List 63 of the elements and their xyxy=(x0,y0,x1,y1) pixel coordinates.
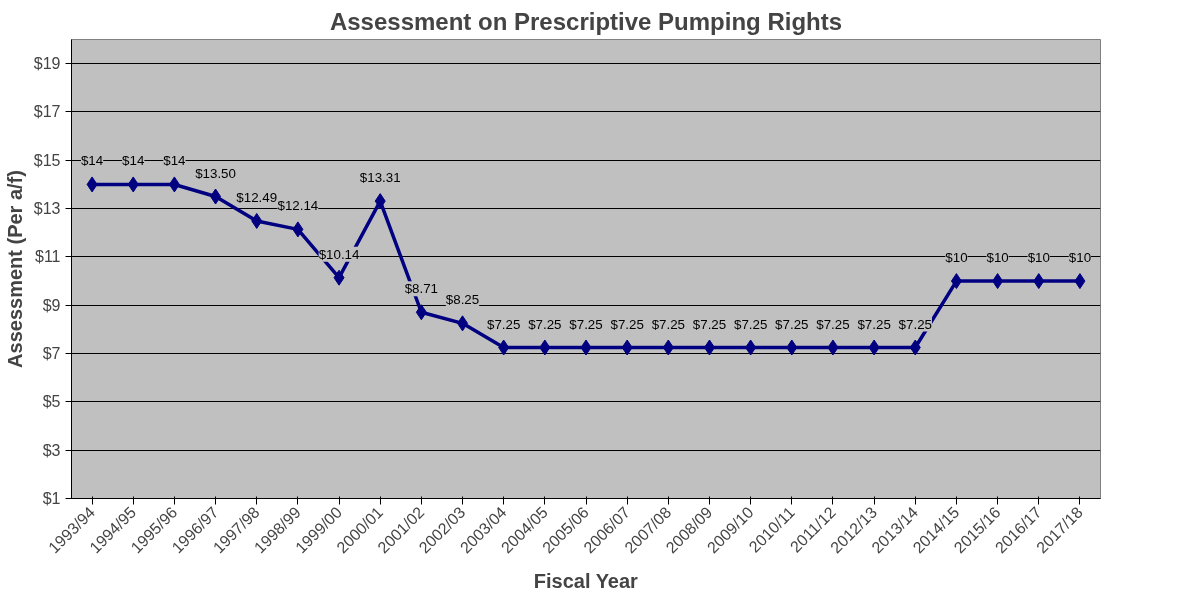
data-label: $13.50 xyxy=(195,165,236,181)
y-tick-label: $7 xyxy=(42,345,61,363)
data-label: $7.25 xyxy=(651,316,685,332)
point xyxy=(374,193,386,210)
point xyxy=(827,339,839,356)
point xyxy=(580,339,592,356)
data-label: $12.49 xyxy=(236,189,278,205)
point xyxy=(1074,273,1086,290)
y-tick-label: $9 xyxy=(42,296,61,314)
point xyxy=(292,221,304,238)
point xyxy=(86,176,98,193)
y-tick-label: $17 xyxy=(33,103,61,121)
data-label: $7.25 xyxy=(487,316,521,332)
y-tick-label: $15 xyxy=(33,151,61,169)
data-label: $7.25 xyxy=(816,316,850,332)
data-label: $7.25 xyxy=(857,316,891,332)
point xyxy=(127,176,139,193)
point xyxy=(868,339,880,356)
point xyxy=(498,339,510,356)
y-tick-label: $13 xyxy=(33,200,61,218)
data-label: $7.25 xyxy=(569,316,603,332)
data-label: $14 xyxy=(122,153,145,169)
data-label: $7.25 xyxy=(775,316,809,332)
data-label: $7.25 xyxy=(898,316,932,332)
y-tick-label: $3 xyxy=(42,441,61,459)
point xyxy=(333,269,345,286)
point xyxy=(457,315,469,332)
data-label: $13.31 xyxy=(359,170,401,186)
data-label: $7.25 xyxy=(528,316,562,332)
point xyxy=(415,304,427,321)
data-label: $10 xyxy=(945,250,968,266)
point xyxy=(950,273,962,290)
point xyxy=(539,339,551,356)
data-label: $12.14 xyxy=(277,198,319,214)
point xyxy=(703,339,715,356)
data-label: $8.25 xyxy=(445,292,480,308)
data-label: $7.25 xyxy=(733,316,768,332)
data-label: $8.71 xyxy=(404,281,439,297)
x-axis-title: Fiscal Year xyxy=(533,570,639,593)
y-tick-label: $5 xyxy=(42,393,61,411)
point xyxy=(662,339,674,356)
point xyxy=(745,339,757,356)
point xyxy=(251,212,263,229)
data-label: $10.14 xyxy=(318,246,361,262)
y-tick-label: $19 xyxy=(33,55,61,73)
point xyxy=(210,188,222,205)
point xyxy=(992,273,1004,290)
data-label: $14 xyxy=(80,153,104,169)
y-axis-title: Assessment (Per a/f) xyxy=(3,170,26,368)
point xyxy=(1033,273,1045,290)
data-label: $10 xyxy=(1068,250,1092,266)
y-tick-label: $11 xyxy=(34,248,61,266)
point xyxy=(909,339,921,356)
y-tick-label: $1 xyxy=(42,490,61,507)
data-label: $10 xyxy=(1027,250,1050,266)
point xyxy=(621,339,633,356)
point xyxy=(786,339,798,356)
data-label: $10 xyxy=(986,250,1009,266)
point xyxy=(168,176,180,193)
data-label: $14 xyxy=(163,153,187,169)
data-label: $7.25 xyxy=(610,316,644,332)
data-label: $7.25 xyxy=(692,316,727,332)
chart-title: Assessment on Prescriptive Pumping Rights xyxy=(329,7,843,35)
